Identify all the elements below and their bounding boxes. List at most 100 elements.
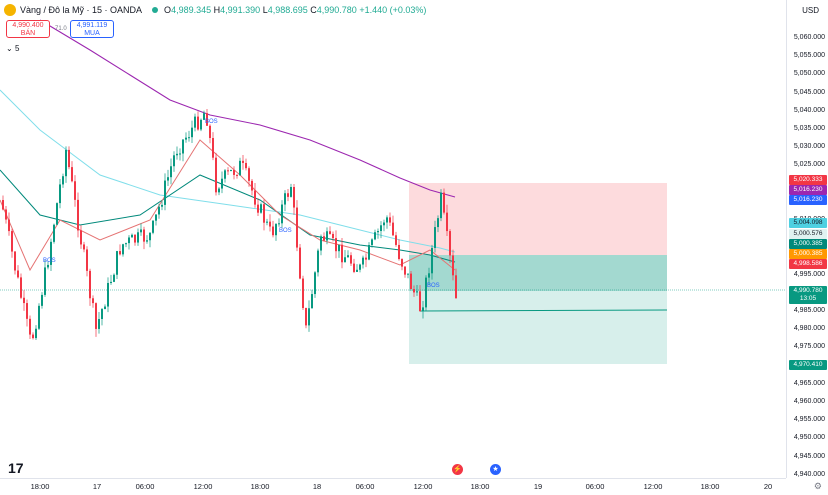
price-tick: 5,055.000 [793,52,825,60]
candle [251,180,253,191]
candle [290,186,292,197]
high-value: 4,991.390 [220,5,261,15]
candle [248,168,250,181]
candle [179,153,181,155]
candle [260,204,262,213]
price-label: 13:05 [789,294,827,304]
candle [113,274,115,282]
time-tick: 12:00 [413,482,433,491]
candle [38,305,40,329]
candle [125,243,127,245]
candle [395,235,397,245]
currency-label[interactable]: USD [802,6,819,15]
price-tick: 4,945.000 [793,452,825,460]
chart-area[interactable]: BOS BOS BOS BOS Vàng / Đô la Mỹ · 15 · O… [0,0,786,478]
candle [218,188,220,193]
symbol-title[interactable]: Vàng / Đô la Mỹ · 15 · OANDA [20,5,143,15]
candle [83,244,85,250]
candle [455,275,457,299]
tradingview-logo[interactable]: 17 [8,460,24,476]
time-tick: 12:00 [193,482,213,491]
candle [299,247,301,279]
price-tick: 5,060.000 [793,34,825,41]
candle [62,176,64,185]
candle [239,160,241,176]
price-label: 5,000.385 [789,239,827,249]
sell-label: BÁN [20,30,36,37]
candle [374,232,376,240]
candle [350,255,352,264]
time-scale[interactable]: 18:00 17 06:00 12:00 18:00 18 06:00 12:00 18:00 1… [0,478,822,495]
candle [257,204,259,213]
sell-button[interactable]: 4,990.400 BÁN [6,20,50,38]
candle [122,244,124,255]
candle [95,303,97,329]
bos-markers: BOS BOS BOS BOS [43,119,440,289]
candle [380,225,382,232]
entry-line[interactable] [419,309,668,312]
price-tick: 5,030.000 [793,143,825,151]
bos-label: BOS [279,228,292,234]
candle [143,229,145,242]
buy-button[interactable]: 4,991.119 MUA [70,20,114,38]
candle [359,264,361,270]
time-tick: 06:00 [135,482,155,491]
candle [272,226,274,236]
candle [155,214,157,221]
candle [17,270,19,278]
candle [47,264,49,268]
candle [14,251,16,271]
candle [269,221,271,227]
bos-label: BOS [427,283,440,289]
candle [107,282,109,307]
candle [392,222,394,236]
price-label: 4,990.780 [789,286,827,296]
candle [26,303,28,319]
candle [131,234,133,238]
candle [221,178,223,189]
candle [416,291,418,293]
price-scale[interactable]: USD 5,060.000 5,055.000 5,050.000 5,045.000… [786,0,828,478]
candle [152,220,154,233]
candle [53,224,55,242]
candle [149,232,151,241]
candle [23,297,25,304]
sell-price: 4,990.400 [12,22,44,29]
buy-price: 4,991.119 [76,22,108,29]
economic-event-icon[interactable]: ⚡ [452,464,463,475]
candle [443,192,445,213]
bos-label: BOS [43,258,56,264]
us-flag-icon[interactable]: ★ [490,464,501,475]
candle [296,207,298,248]
candle [176,153,178,156]
price-tick: 4,995.000 [793,270,825,278]
candle [284,193,286,205]
candle [68,149,70,168]
time-tick: 18:00 [470,482,490,491]
candle [74,181,76,200]
stop-loss-zone[interactable] [409,183,667,255]
price-tick: 4,965.000 [793,379,825,387]
ma-long-line [39,19,456,198]
candle [362,257,364,265]
candle [146,240,148,242]
indicators-toggle[interactable]: ⌄ 5 [6,44,20,53]
candle [77,199,79,231]
price-label: 5,016.230 [789,185,827,195]
candle [200,119,202,130]
price-tick: 5,035.000 [793,125,825,132]
candle [206,113,208,126]
change-value: +1.440 (+0.03%) [359,5,427,15]
settings-icon[interactable]: ⚙ [813,481,822,491]
price-label: 4,970.410 [789,360,827,370]
price-chart[interactable]: BOS BOS BOS BOS [0,0,786,478]
candle [11,231,13,252]
candle [233,169,235,175]
candle [71,167,73,182]
candle [449,231,451,256]
market-open-icon [152,7,159,13]
candle [161,204,163,207]
price-tick: 4,950.000 [793,434,825,442]
time-tick: 17 [92,482,102,491]
time-tick: 12:00 [643,482,663,491]
